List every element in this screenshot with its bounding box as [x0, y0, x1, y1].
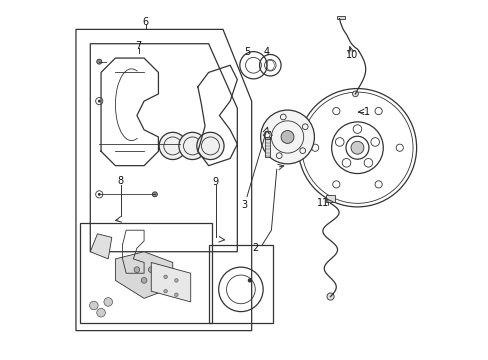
- Circle shape: [148, 267, 154, 273]
- Text: 9: 9: [212, 177, 219, 187]
- Circle shape: [98, 193, 101, 196]
- Circle shape: [163, 275, 167, 279]
- Text: 8: 8: [118, 176, 123, 186]
- Circle shape: [174, 293, 178, 297]
- Bar: [336, 16, 344, 19]
- Circle shape: [352, 91, 358, 97]
- Polygon shape: [151, 262, 190, 302]
- Circle shape: [174, 279, 178, 282]
- Circle shape: [326, 293, 333, 300]
- Circle shape: [350, 141, 363, 154]
- Text: 10: 10: [345, 50, 358, 60]
- Circle shape: [97, 59, 102, 64]
- Text: 11: 11: [317, 198, 329, 208]
- Text: 7: 7: [135, 41, 142, 50]
- Circle shape: [247, 278, 251, 283]
- Bar: [265, 137, 270, 157]
- Polygon shape: [115, 252, 172, 298]
- Bar: [80, 223, 212, 323]
- Circle shape: [141, 278, 147, 283]
- Polygon shape: [90, 234, 112, 259]
- Text: 5: 5: [244, 46, 250, 57]
- Circle shape: [179, 132, 206, 159]
- Text: 1: 1: [364, 107, 369, 117]
- Circle shape: [260, 110, 314, 164]
- Circle shape: [89, 301, 98, 310]
- Circle shape: [98, 100, 101, 103]
- Bar: [208, 244, 273, 323]
- Circle shape: [97, 309, 105, 317]
- Circle shape: [134, 267, 140, 273]
- Text: 4: 4: [263, 46, 269, 57]
- Text: 3: 3: [241, 200, 247, 210]
- Circle shape: [163, 289, 167, 293]
- Circle shape: [281, 131, 293, 143]
- Bar: [325, 195, 334, 202]
- Circle shape: [152, 192, 157, 197]
- Circle shape: [177, 141, 182, 147]
- Circle shape: [104, 298, 112, 306]
- Text: 2: 2: [252, 243, 258, 253]
- Circle shape: [159, 132, 186, 159]
- Circle shape: [196, 132, 224, 159]
- Text: 6: 6: [142, 17, 149, 27]
